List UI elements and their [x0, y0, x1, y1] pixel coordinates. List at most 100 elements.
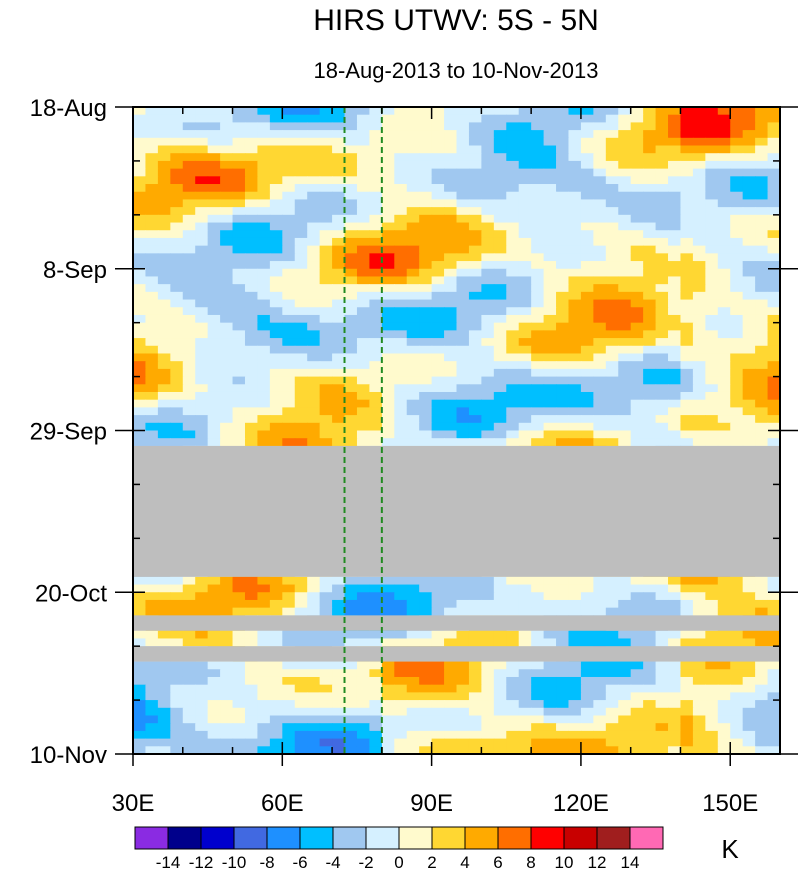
field-cell [257, 692, 271, 701]
field-cell [394, 700, 408, 709]
field-cell [406, 338, 420, 347]
field-cell [133, 199, 147, 208]
field-cell [767, 715, 781, 724]
field-cell [145, 407, 159, 416]
field-cell [431, 137, 445, 147]
field-cell [755, 607, 769, 616]
field-cell [755, 268, 769, 278]
field-cell [456, 261, 470, 270]
field-cell [319, 638, 333, 647]
field-cell [618, 746, 632, 755]
field-cell [170, 176, 184, 185]
field-cell [381, 160, 395, 170]
field-cell [493, 684, 507, 693]
field-cell [157, 368, 171, 378]
field-cell [618, 276, 632, 285]
field-cell [717, 176, 731, 185]
field-cell [133, 676, 147, 686]
field-cell [157, 700, 171, 709]
field-cell [717, 199, 731, 208]
field-cell [618, 345, 632, 355]
field-cell [431, 314, 445, 324]
field-cell [655, 361, 669, 370]
field-cell [207, 407, 221, 416]
field-cell [493, 399, 507, 408]
field-cell [755, 730, 769, 740]
field-cell [493, 107, 507, 116]
field-cell [319, 237, 333, 247]
field-cell [356, 746, 370, 755]
field-cell [207, 368, 221, 378]
field-cell [643, 692, 657, 701]
field-cell [269, 746, 283, 755]
field-cell [307, 669, 321, 678]
field-cell [493, 199, 507, 208]
field-cell [568, 430, 582, 439]
field-cell [692, 160, 706, 170]
field-cell [493, 330, 507, 339]
field-cell [543, 160, 557, 170]
field-cell [506, 230, 520, 239]
field-cell [244, 299, 259, 308]
field-cell [680, 122, 694, 131]
field-cell [468, 345, 482, 355]
field-cell [182, 207, 196, 216]
field-cell [356, 268, 370, 278]
field-cell [630, 707, 644, 717]
field-cell [742, 707, 756, 717]
field-cell [692, 268, 706, 278]
field-cell [468, 199, 482, 208]
field-cell [332, 607, 346, 616]
field-cell [431, 723, 445, 732]
field-cell [145, 438, 159, 447]
field-cell [307, 230, 321, 239]
field-cell [170, 245, 184, 254]
field-cell [593, 330, 607, 339]
field-cell [680, 322, 694, 331]
field-cell [182, 592, 196, 601]
field-cell [493, 376, 507, 385]
field-cell [605, 284, 619, 293]
field-cell [767, 391, 781, 401]
field-cell [593, 122, 607, 131]
field-cell [369, 430, 383, 439]
field-cell [294, 214, 308, 224]
field-cell [630, 399, 644, 408]
field-cell [207, 746, 221, 755]
field-cell [307, 299, 321, 308]
field-cell [618, 299, 632, 308]
field-cell [605, 638, 619, 647]
field-cell [381, 107, 395, 116]
field-cell [730, 338, 744, 347]
field-cell [170, 207, 184, 216]
field-cell [145, 291, 159, 301]
field-cell [506, 160, 520, 170]
field-cell [717, 692, 731, 701]
field-cell [157, 353, 171, 362]
field-cell [668, 307, 682, 316]
field-cell [655, 207, 669, 216]
field-cell [556, 638, 570, 647]
field-cell [593, 630, 607, 640]
field-cell [244, 422, 259, 432]
field-cell [506, 261, 520, 270]
field-cell [157, 276, 171, 285]
field-cell [755, 407, 769, 416]
y-tick-label: 18-Aug [30, 95, 107, 122]
field-cell [294, 191, 308, 201]
field-cell [157, 361, 171, 370]
field-cell [717, 438, 731, 447]
field-cell [394, 676, 408, 686]
field-cell [742, 314, 756, 324]
field-cell [543, 107, 557, 116]
field-cell [332, 376, 346, 385]
field-cell [456, 153, 470, 162]
field-cell [593, 584, 607, 593]
field-cell [755, 684, 769, 693]
field-cell [381, 268, 395, 278]
field-cell [643, 184, 657, 193]
field-cell [481, 715, 495, 724]
field-cell [195, 176, 209, 185]
field-cell [692, 391, 706, 401]
field-cell [282, 291, 296, 301]
